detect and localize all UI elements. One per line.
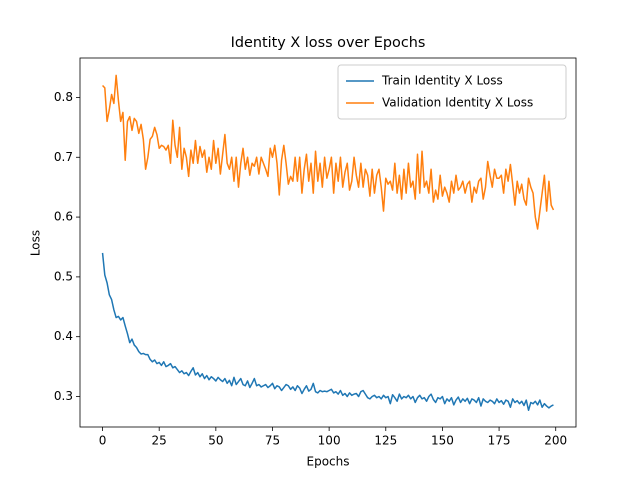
x-axis-label: Epochs — [307, 455, 350, 469]
x-tick-label: 25 — [152, 434, 167, 448]
x-tick-label: 150 — [431, 434, 454, 448]
y-tick-label: 0.8 — [54, 90, 73, 104]
y-tick-label: 0.6 — [54, 210, 73, 224]
y-axis-label: Loss — [29, 230, 43, 256]
y-tick-label: 0.3 — [54, 389, 73, 403]
x-tick-label: 50 — [208, 434, 223, 448]
x-tick-label: 125 — [374, 434, 397, 448]
x-tick-label: 75 — [265, 434, 280, 448]
x-tick-label: 200 — [544, 434, 567, 448]
legend-box — [337, 64, 567, 120]
y-tick-label: 0.4 — [54, 329, 73, 343]
line-series — [101, 252, 554, 411]
legend-label: Validation Identity X Loss — [382, 96, 533, 110]
line-series — [102, 74, 555, 230]
chart-title: Identity X loss over Epochs — [231, 35, 426, 51]
x-tick-label: 175 — [488, 434, 511, 448]
axes-frame — [79, 57, 577, 428]
x-tick-label: 100 — [318, 434, 341, 448]
y-tick-label: 0.5 — [54, 269, 73, 283]
legend-label: Train Identity X Loss — [381, 74, 503, 88]
x-tick-label: 0 — [99, 434, 107, 448]
y-tick-label: 0.7 — [54, 150, 73, 164]
